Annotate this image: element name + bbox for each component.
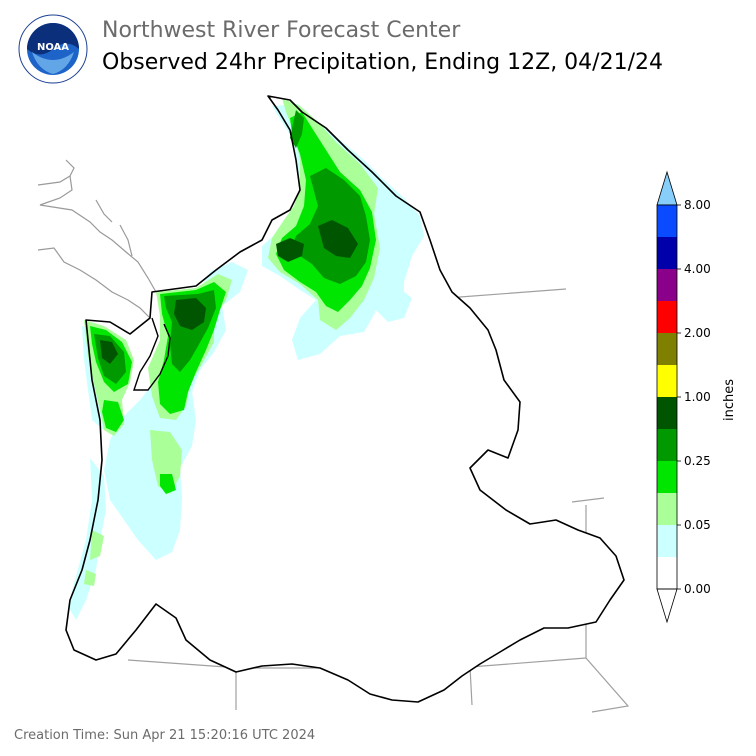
legend-color-band (657, 333, 677, 365)
legend-color-band (657, 237, 677, 269)
legend-tick-label: 0.00 (684, 582, 711, 596)
legend-color-bands (656, 170, 678, 624)
agency-title: Northwest River Forecast Center (102, 18, 461, 43)
legend-tick-label: 2.00 (684, 326, 711, 340)
puget-sound-outline (133, 317, 171, 391)
legend-tick-label: 0.25 (684, 454, 711, 468)
legend-tick-label: 4.00 (684, 262, 711, 276)
basin-outline (65, 95, 625, 703)
legend-color-band (657, 205, 677, 237)
legend-tick-label: 1.00 (684, 390, 711, 404)
legend-tick-label: 8.00 (684, 198, 711, 212)
legend-color-band (657, 429, 677, 461)
precip-legend: 8.00 4.00 2.00 1.00 0.25 0.05 0.00 inches (656, 170, 737, 624)
legend-tick-labels: 8.00 4.00 2.00 1.00 0.25 0.05 0.00 (677, 198, 711, 596)
precip-very-heavy (100, 220, 358, 364)
product-title: Observed 24hr Precipitation, Ending 12Z,… (102, 50, 663, 75)
legend-color-band (657, 301, 677, 333)
noaa-logo: NOAA (18, 14, 88, 84)
legend-overflow-triangle (656, 170, 678, 206)
creation-time: Creation Time: Sun Apr 21 15:20:16 UTC 2… (14, 728, 316, 743)
legend-color-band (657, 493, 677, 525)
legend-color-band (657, 269, 677, 301)
legend-color-band (657, 461, 677, 493)
legend-color-band (657, 557, 677, 589)
legend-underflow-triangle (656, 588, 678, 624)
legend-color-band (657, 525, 677, 557)
basin-fill (66, 96, 624, 702)
legend-color-band (657, 365, 677, 397)
legend-color-band (657, 397, 677, 429)
legend-tick-label: 0.05 (684, 518, 711, 532)
logo-text: NOAA (37, 42, 69, 53)
coastline-gray (37, 159, 157, 319)
legend-unit-label: inches (722, 379, 737, 421)
